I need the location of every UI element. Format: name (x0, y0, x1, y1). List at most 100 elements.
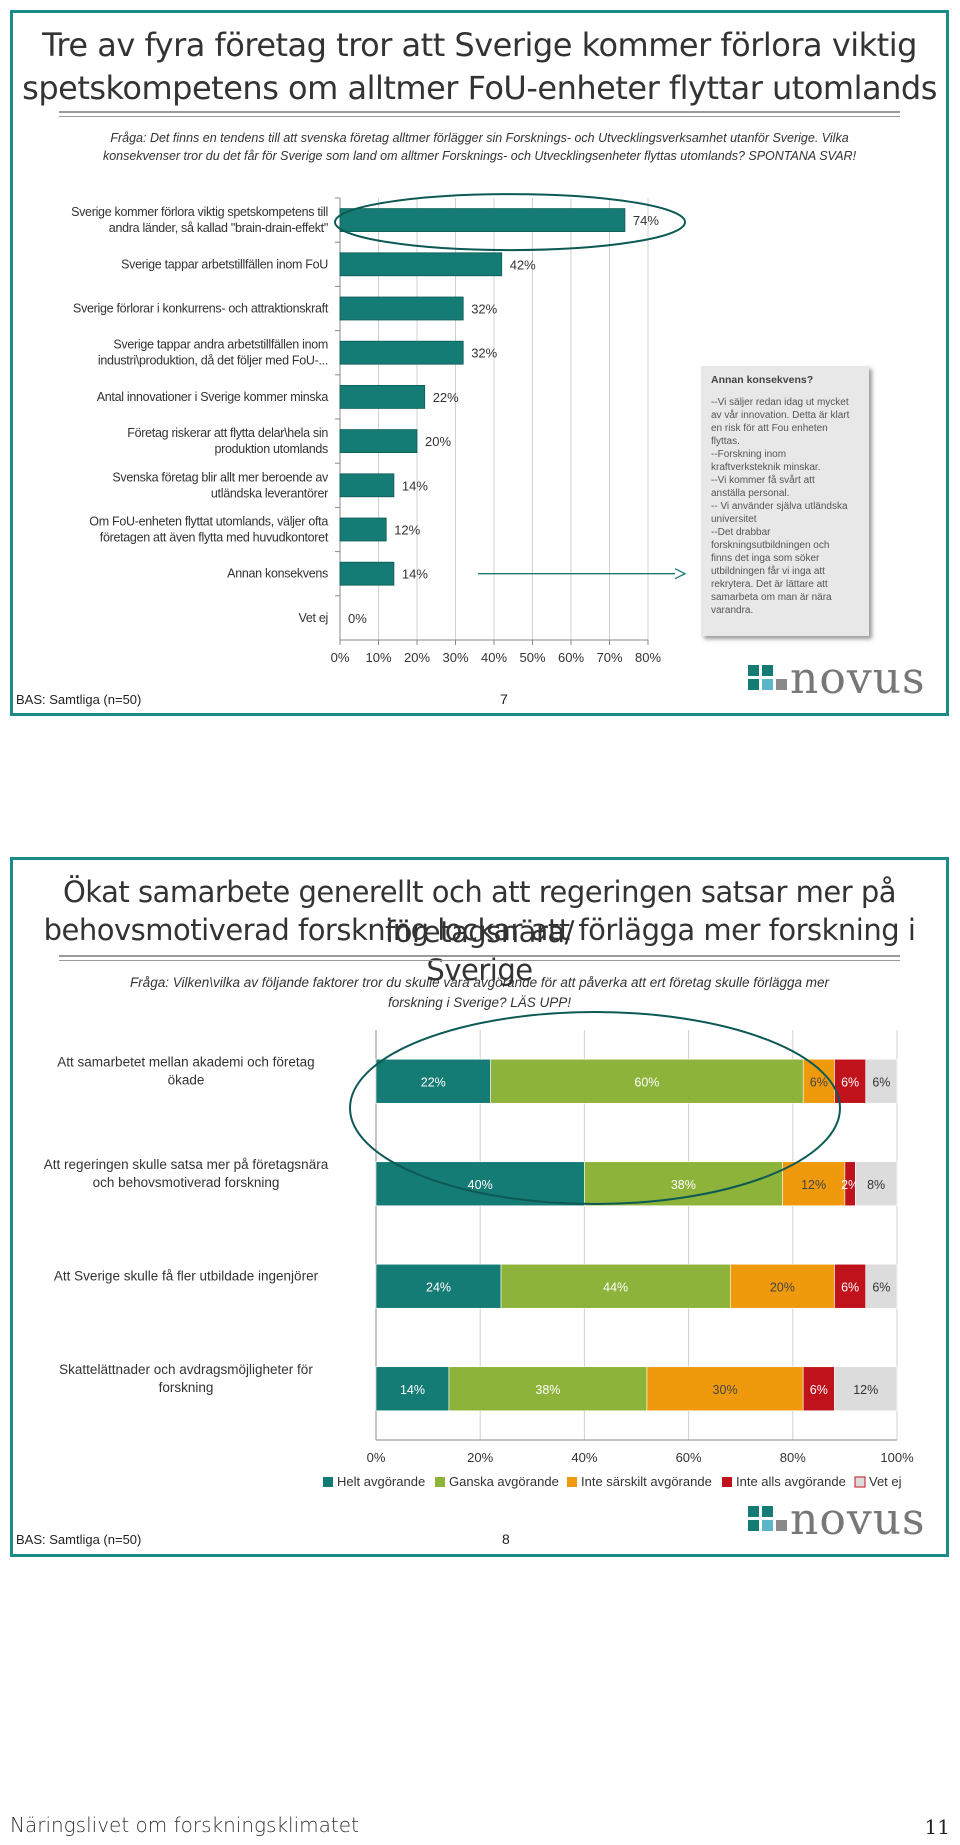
legend-swatch (567, 1477, 577, 1487)
bar-segment (834, 1263, 867, 1309)
side-box-line: kraftverksteknik minskar. (711, 462, 821, 473)
category-label: Företag riskerar att flytta delar\hela s… (127, 426, 328, 440)
segment-value-label: 6% (810, 1383, 828, 1397)
slide-1: Tre av fyra företag tror att Sverige kom… (10, 10, 949, 716)
side-box-line: flyttas. (711, 436, 740, 447)
category-label: Sverige tappar andra arbetstillfällen in… (113, 338, 328, 352)
bar (339, 340, 464, 365)
x-tick-label: 0% (331, 650, 350, 665)
segment-value-label: 6% (810, 1075, 828, 1089)
category-label: och behovsmotiverad forskning (93, 1175, 280, 1190)
x-tick-label: 40% (481, 650, 507, 665)
title-divider (59, 955, 900, 957)
legend-label: Inte särskilt avgörande (581, 1474, 712, 1489)
segment-value-label: 8% (867, 1178, 885, 1192)
logo-text: novus (790, 1494, 926, 1545)
title-divider-thin (59, 960, 900, 961)
slide1-question-line1: Fråga: Det finns en tendens till att sve… (110, 131, 849, 145)
novus-logo: novus (748, 1496, 938, 1544)
legend-label: Vet ej (869, 1474, 902, 1489)
category-label: företagen att även flytta med huvudkonto… (100, 531, 329, 545)
x-tick-label: 20% (467, 1450, 493, 1465)
side-box-line: en risk för att Fou enheten (711, 423, 828, 434)
document-page-number: 11 (924, 1815, 950, 1839)
bar (339, 429, 418, 453)
segment-value-label: 30% (713, 1383, 738, 1397)
bar (339, 517, 387, 542)
bar-segment (375, 1058, 491, 1104)
side-box-line: --Vi säljer redan idag ut mycket (711, 397, 849, 408)
bar-segment (729, 1263, 835, 1309)
slide-page-number: 8 (502, 1531, 510, 1547)
category-label: Sverige tappar arbetstillfällen inom FoU (121, 257, 328, 271)
bar-segment (500, 1263, 731, 1309)
segment-value-label: 60% (634, 1075, 659, 1089)
bar-value-label: 32% (471, 302, 497, 317)
logo-text: novus (790, 653, 926, 704)
slide1-title-line2: spetskompetens om alltmer FoU-enheter fl… (22, 69, 937, 107)
bar-segment (375, 1366, 450, 1412)
bar-value-label: 22% (433, 390, 459, 405)
segment-value-label: 6% (872, 1280, 890, 1294)
segment-value-label: 2% (841, 1178, 859, 1192)
bar-segment (782, 1161, 846, 1207)
x-tick-label: 30% (442, 650, 468, 665)
segment-value-label: 38% (671, 1178, 696, 1192)
chart-consequences: 0% 10% 20% 30% 40% 50% 60% 70% 80% 74% Sverige kom… (71, 193, 687, 665)
highlight-ellipse (334, 193, 686, 252)
category-label: utländska leverantörer (211, 486, 328, 500)
bar-segment (448, 1366, 648, 1412)
bar-value-label: 20% (425, 434, 451, 449)
bar-segment (834, 1366, 898, 1412)
slide-page-number: 7 (500, 691, 508, 707)
side-box-line: rekrytera. Det är lättare att (711, 579, 828, 590)
side-box-title: Annan konsekvens? (711, 374, 814, 386)
segment-value-label: 12% (801, 1178, 826, 1192)
category-label: forskning (159, 1380, 214, 1395)
legend-label: Helt avgörande (337, 1474, 425, 1489)
bar (339, 296, 464, 321)
bar-segment (375, 1263, 502, 1309)
slide2-title-line1: Ökat samarbete generellt och att regerin… (62, 875, 897, 949)
category-label: Svenska företag blir allt mer beroende a… (112, 470, 329, 484)
category-label: Att Sverige skulle få fler utbildade ing… (54, 1268, 319, 1283)
x-tick-label: 20% (404, 650, 430, 665)
x-tick-label: 10% (365, 650, 391, 665)
bar (339, 252, 503, 277)
bar-value-label: 14% (402, 478, 428, 493)
bar-value-label: 74% (633, 213, 659, 228)
slide2-question-line1: Fråga: Vilken\vilka av följande faktorer… (129, 975, 830, 990)
bar (339, 385, 426, 409)
bar-segment (865, 1058, 898, 1104)
category-label: Att regeringen skulle satsa mer på föret… (44, 1157, 329, 1172)
bar-segment (855, 1161, 898, 1207)
bar (339, 473, 395, 498)
base-note: BAS: Samtliga (n=50) (16, 1532, 142, 1547)
category-label: Sverige förlorar i konkurrens- och attra… (73, 302, 329, 316)
highlight-ellipse (349, 1011, 841, 1205)
novus-logo: novus (748, 655, 938, 703)
bar-value-label: 42% (510, 257, 536, 272)
base-note: BAS: Samtliga (n=50) (16, 692, 142, 707)
title-divider (59, 111, 900, 113)
bar (339, 208, 626, 232)
segment-value-label: 38% (535, 1383, 560, 1397)
bar-segment (865, 1263, 898, 1309)
bar-value-label: 32% (471, 346, 497, 361)
segment-value-label: 22% (421, 1075, 446, 1089)
legend-label: Inte alls avgörande (736, 1474, 846, 1489)
x-tick-label: 50% (519, 650, 545, 665)
category-label: Vet ej (299, 611, 328, 625)
x-tick-label: 60% (676, 1450, 702, 1465)
x-tick-label: 60% (558, 650, 584, 665)
x-tick-label: 0% (367, 1450, 386, 1465)
slide2-title-line2: behovsmotiverad forskning lockar att för… (43, 913, 916, 987)
category-label: Antal innovationer i Sverige kommer mins… (97, 390, 329, 404)
arrow-head-icon (674, 568, 687, 580)
side-box-line: --Det drabbar (711, 527, 771, 538)
bar-segment (646, 1366, 804, 1412)
bar-value-label: 14% (402, 567, 428, 582)
segment-value-label: 12% (853, 1383, 878, 1397)
document-footer-title: Näringslivet om forskningsklimatet (10, 1813, 359, 1837)
slide1-title-line1: Tre av fyra företag tror att Sverige kom… (42, 26, 917, 64)
